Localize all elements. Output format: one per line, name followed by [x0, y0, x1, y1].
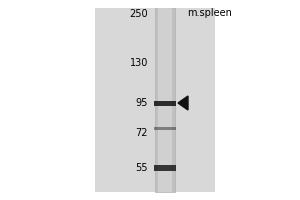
Bar [155, 8, 175, 192]
Polygon shape [178, 96, 188, 110]
Text: 250: 250 [129, 9, 148, 19]
Bar [154, 101, 176, 106]
Text: 72: 72 [136, 128, 148, 138]
Text: m.spleen: m.spleen [188, 8, 232, 18]
Text: 55: 55 [136, 163, 148, 173]
Bar [95, 8, 215, 192]
Bar [158, 8, 172, 192]
Text: 95: 95 [136, 98, 148, 108]
Text: 130: 130 [130, 58, 148, 68]
Bar [154, 127, 176, 130]
Bar [154, 165, 176, 171]
